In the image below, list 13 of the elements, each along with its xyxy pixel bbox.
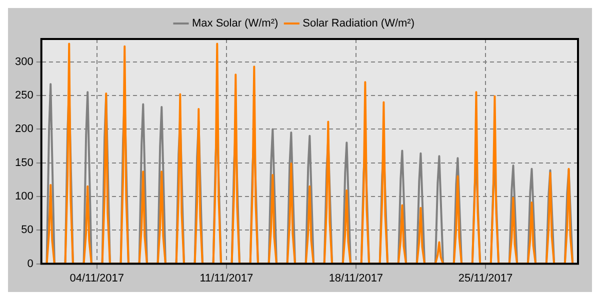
y-tick-label: 200	[14, 123, 34, 136]
y-tick-label: 150	[14, 156, 34, 169]
x-tick-label: 25/11/2017	[458, 272, 513, 284]
x-tick-label: 04/11/2017	[70, 272, 124, 284]
y-tick-label: 0	[27, 258, 34, 270]
legend-label: Max Solar (W/m²)	[192, 18, 278, 30]
y-tick-label: 300	[14, 56, 34, 68]
y-tick-label: 50	[21, 224, 34, 236]
legend-label: Solar Radiation (W/m²)	[302, 18, 415, 30]
x-tick-label: 18/11/2017	[328, 272, 384, 284]
y-tick-label: 100	[14, 190, 34, 203]
x-tick-label: 11/11/2017	[200, 272, 254, 284]
y-tick-label: 250	[14, 90, 34, 102]
